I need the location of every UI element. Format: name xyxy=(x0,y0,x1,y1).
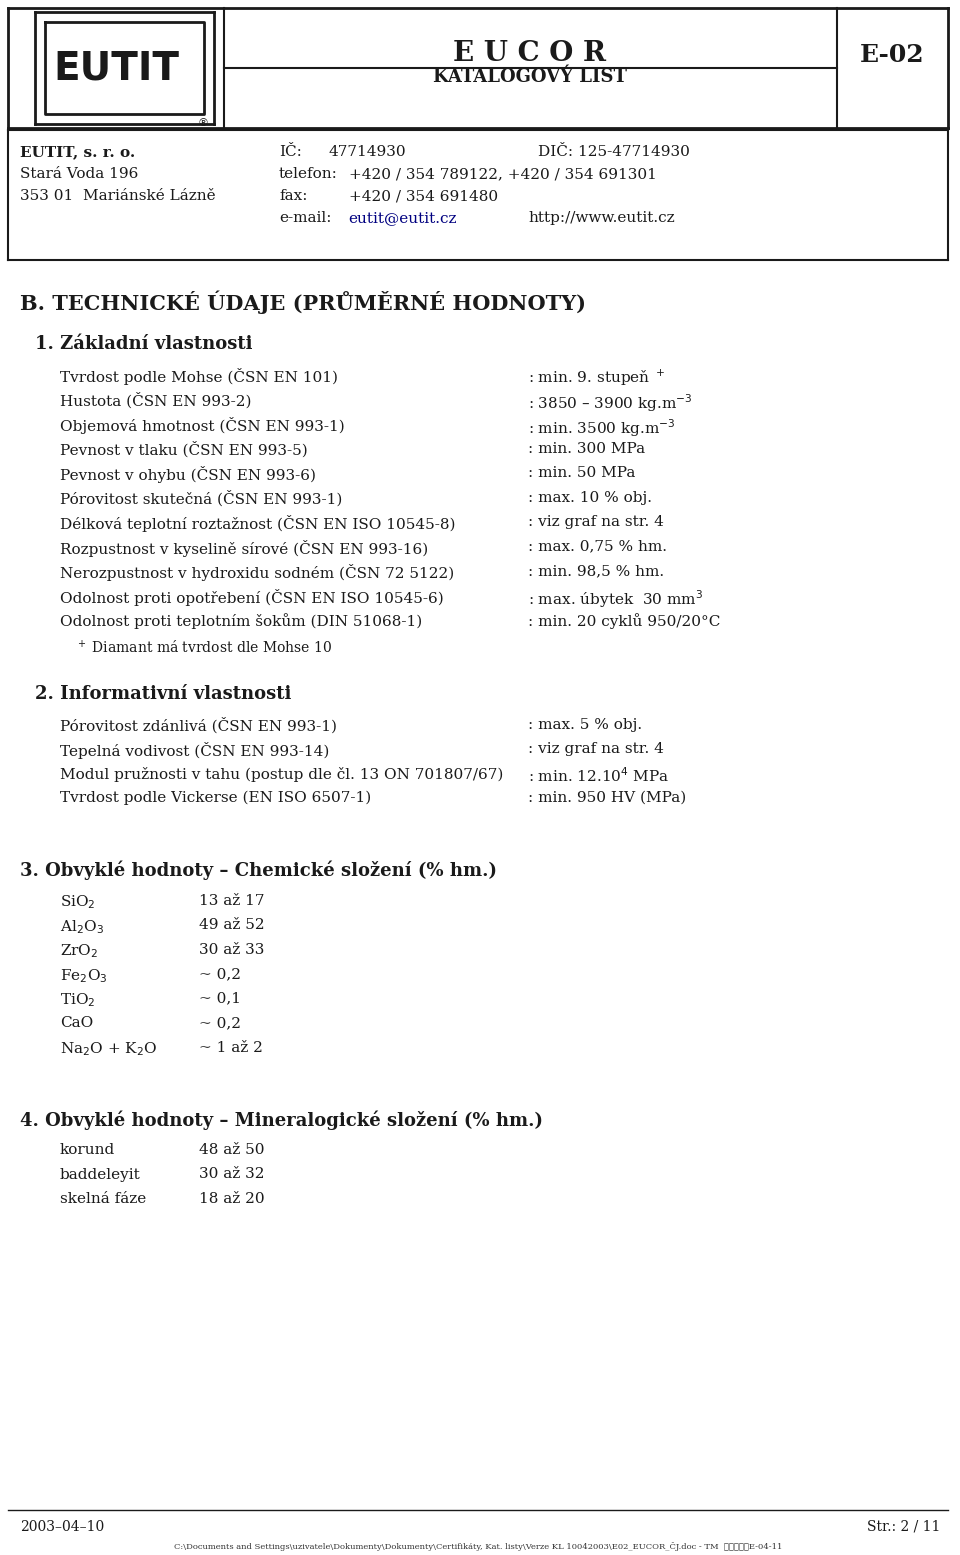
Text: Fe$_2$O$_3$: Fe$_2$O$_3$ xyxy=(60,967,108,984)
Text: : min. 300 MPa: : min. 300 MPa xyxy=(528,442,645,456)
Text: : max. 5 % obj.: : max. 5 % obj. xyxy=(528,717,642,731)
Text: CaO: CaO xyxy=(60,1015,93,1029)
Text: $^+$ Diamant má tvrdost dle Mohse 10: $^+$ Diamant má tvrdost dle Mohse 10 xyxy=(75,639,332,656)
Text: SiO$_2$: SiO$_2$ xyxy=(60,894,95,911)
Text: : min. 20 cyklů 950/20°C: : min. 20 cyklů 950/20°C xyxy=(528,613,720,628)
Text: Hustota (ČSN EN 993-2): Hustota (ČSN EN 993-2) xyxy=(60,392,252,409)
Text: : min. 9. stupeň $^+$: : min. 9. stupeň $^+$ xyxy=(528,369,665,389)
Text: : min. 12.10$^4$ MPa: : min. 12.10$^4$ MPa xyxy=(528,767,669,785)
Text: baddeleyit: baddeleyit xyxy=(60,1168,140,1182)
Text: +420 / 354 789122, +420 / 354 691301: +420 / 354 789122, +420 / 354 691301 xyxy=(348,166,657,180)
Text: http://www.eutit.cz: http://www.eutit.cz xyxy=(528,211,675,225)
Text: 13 až 17: 13 až 17 xyxy=(200,894,265,908)
Text: : viz graf na str. 4: : viz graf na str. 4 xyxy=(528,515,664,529)
Text: : min. 950 HV (MPa): : min. 950 HV (MPa) xyxy=(528,791,686,805)
Text: Objemová hmotnost (ČSN EN 993-1): Objemová hmotnost (ČSN EN 993-1) xyxy=(60,417,345,434)
Text: : max. 0,75 % hm.: : max. 0,75 % hm. xyxy=(528,540,667,554)
Text: : min. 50 MPa: : min. 50 MPa xyxy=(528,466,636,480)
Text: Tepelná vodivost (ČSN EN 993-14): Tepelná vodivost (ČSN EN 993-14) xyxy=(60,742,329,759)
Text: Pevnost v tlaku (ČSN EN 993-5): Pevnost v tlaku (ČSN EN 993-5) xyxy=(60,442,307,457)
Text: Délková teplotní roztažnost (ČSN EN ISO 10545-8): Délková teplotní roztažnost (ČSN EN ISO … xyxy=(60,515,455,532)
Text: 2. Informativní vlastnosti: 2. Informativní vlastnosti xyxy=(35,684,291,703)
Text: Odolnost proti teplotním šokům (DIN 51068-1): Odolnost proti teplotním šokům (DIN 5106… xyxy=(60,613,422,628)
Text: 2003–04–10: 2003–04–10 xyxy=(20,1519,105,1533)
Text: Modul pružnosti v tahu (postup dle čl. 13 ON 701807/67): Modul pružnosti v tahu (postup dle čl. 1… xyxy=(60,767,503,782)
Text: : min. 98,5 % hm.: : min. 98,5 % hm. xyxy=(528,564,664,578)
Text: IČ:: IČ: xyxy=(279,145,301,159)
Text: : min. 3500 kg.m$^{-3}$: : min. 3500 kg.m$^{-3}$ xyxy=(528,417,676,439)
Text: 4. Obvyklé hodnoty – Mineralogické složení (% hm.): 4. Obvyklé hodnoty – Mineralogické slože… xyxy=(20,1110,543,1129)
Text: : 3850 – 3900 kg.m$^{-3}$: : 3850 – 3900 kg.m$^{-3}$ xyxy=(528,392,693,414)
Text: Str.: 2 / 11: Str.: 2 / 11 xyxy=(867,1519,940,1533)
Text: ®: ® xyxy=(197,118,208,128)
Text: Stará Voda 196: Stará Voda 196 xyxy=(20,166,138,180)
Text: telefon:: telefon: xyxy=(279,166,338,180)
Text: +420 / 354 691480: +420 / 354 691480 xyxy=(348,190,498,204)
Text: : max. úbytek  30 mm$^3$: : max. úbytek 30 mm$^3$ xyxy=(528,588,704,610)
Text: Tvrdost podle Mohse (ČSN EN 101): Tvrdost podle Mohse (ČSN EN 101) xyxy=(60,369,338,386)
Text: 3. Obvyklé hodnoty – Chemické složení (% hm.): 3. Obvyklé hodnoty – Chemické složení (%… xyxy=(20,860,497,880)
Text: Nerozpustnost v hydroxidu sodném (ČSN 72 5122): Nerozpustnost v hydroxidu sodném (ČSN 72… xyxy=(60,564,454,582)
Text: 30 až 33: 30 až 33 xyxy=(200,942,265,956)
Text: ZrO$_2$: ZrO$_2$ xyxy=(60,942,98,959)
Text: korund: korund xyxy=(60,1143,115,1157)
Text: EUTIT, s. r. o.: EUTIT, s. r. o. xyxy=(20,145,135,159)
Text: e-mail:: e-mail: xyxy=(279,211,331,225)
Text: ~ 0,2: ~ 0,2 xyxy=(200,1015,241,1029)
Text: 47714930: 47714930 xyxy=(328,145,406,159)
Text: Pórovitost zdánlivá (ČSN EN 993-1): Pórovitost zdánlivá (ČSN EN 993-1) xyxy=(60,717,337,734)
Text: 49 až 52: 49 až 52 xyxy=(200,917,265,931)
Text: Al$_2$O$_3$: Al$_2$O$_3$ xyxy=(60,917,104,936)
Text: Pórovitost skutečná (ČSN EN 993-1): Pórovitost skutečná (ČSN EN 993-1) xyxy=(60,490,342,507)
Text: skelná fáze: skelná fáze xyxy=(60,1193,146,1207)
Text: B. TECHNICKÉ ÚDAJE (PRŮMĚRNÉ HODNOTY): B. TECHNICKÉ ÚDAJE (PRŮMĚRNÉ HODNOTY) xyxy=(20,289,586,314)
Text: 30 až 32: 30 až 32 xyxy=(200,1168,265,1182)
Text: Rozpustnost v kyselině sírové (ČSN EN 993-16): Rozpustnost v kyselině sírové (ČSN EN 99… xyxy=(60,540,428,557)
Text: 48 až 50: 48 až 50 xyxy=(200,1143,265,1157)
Text: C:\Documents and Settings\uzivatele\Dokumenty\Dokumenty\Certifikáty, Kat. listy\: C:\Documents and Settings\uzivatele\Doku… xyxy=(174,1543,782,1550)
Text: eutit@eutit.cz: eutit@eutit.cz xyxy=(348,211,457,225)
Text: ~ 0,2: ~ 0,2 xyxy=(200,967,241,981)
Text: Tvrdost podle Vickerse (EN ISO 6507-1): Tvrdost podle Vickerse (EN ISO 6507-1) xyxy=(60,791,371,805)
Text: : max. 10 % obj.: : max. 10 % obj. xyxy=(528,490,652,504)
Text: TiO$_2$: TiO$_2$ xyxy=(60,992,95,1009)
Text: ~ 1 až 2: ~ 1 až 2 xyxy=(200,1040,263,1054)
Text: Odolnost proti opotřebení (ČSN EN ISO 10545-6): Odolnost proti opotřebení (ČSN EN ISO 10… xyxy=(60,588,444,605)
Text: fax:: fax: xyxy=(279,190,307,204)
Text: Na$_2$O + K$_2$O: Na$_2$O + K$_2$O xyxy=(60,1040,157,1059)
Text: EUTIT: EUTIT xyxy=(54,50,180,87)
Text: : viz graf na str. 4: : viz graf na str. 4 xyxy=(528,742,664,756)
Text: DIČ: 125-47714930: DIČ: 125-47714930 xyxy=(538,145,690,159)
Text: ~ 0,1: ~ 0,1 xyxy=(200,992,241,1006)
Text: 1. Základní vlastnosti: 1. Základní vlastnosti xyxy=(35,334,252,353)
Text: E U C O R: E U C O R xyxy=(453,40,607,67)
Text: KATALOGOVÝ LIST: KATALOGOVÝ LIST xyxy=(433,68,627,86)
Text: Pevnost v ohybu (ČSN EN 993-6): Pevnost v ohybu (ČSN EN 993-6) xyxy=(60,466,316,484)
Text: E-02: E-02 xyxy=(860,44,924,67)
Text: 18 až 20: 18 až 20 xyxy=(200,1193,265,1207)
Text: 353 01  Mariánské Lázně: 353 01 Mariánské Lázně xyxy=(20,190,216,204)
